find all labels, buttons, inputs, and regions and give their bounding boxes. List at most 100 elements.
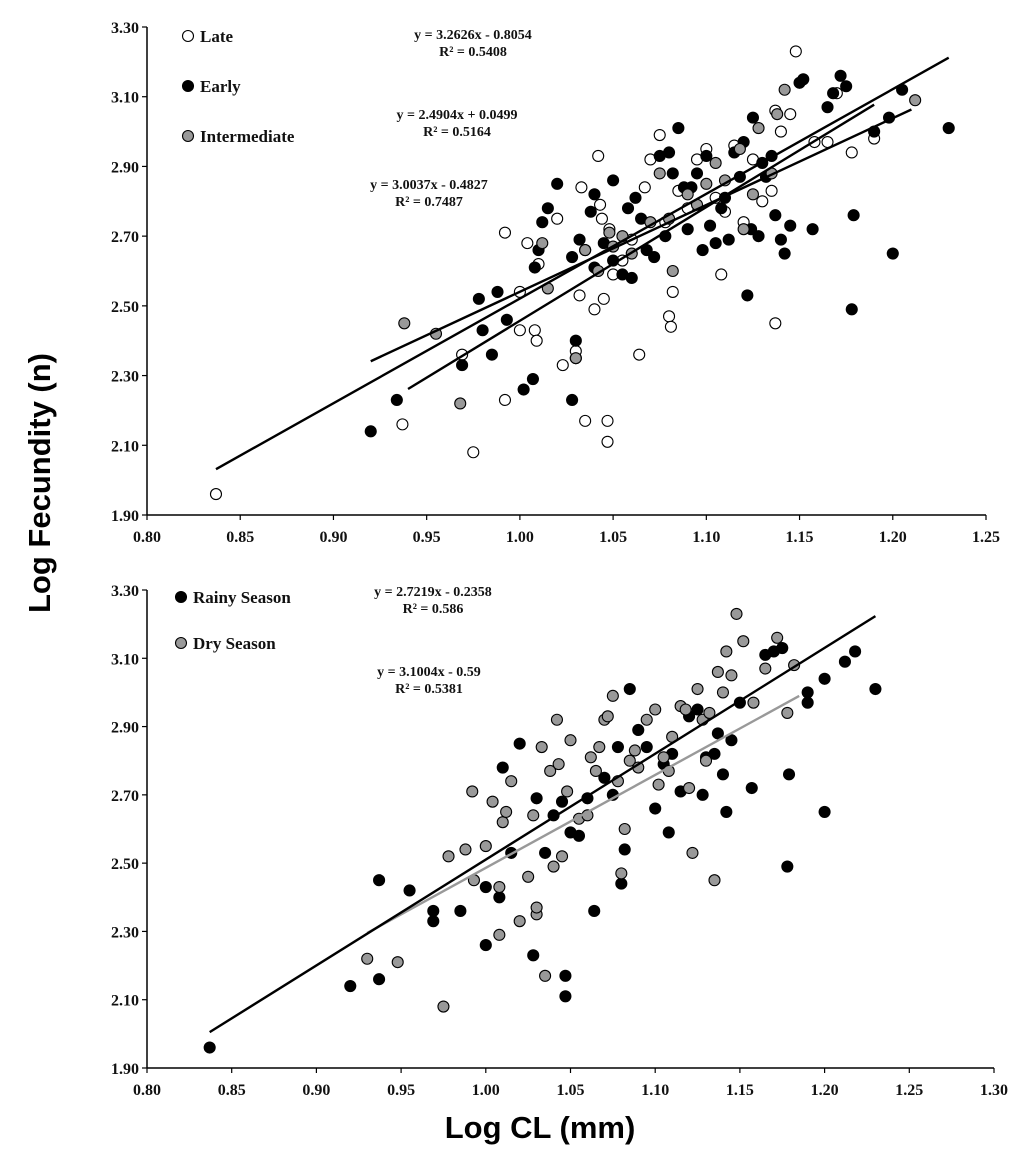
x-tick-label: 0.80	[133, 529, 161, 546]
data-point	[536, 216, 549, 229]
data-point	[784, 219, 797, 232]
x-tick-label: 1.05	[599, 529, 627, 546]
data-point	[498, 226, 512, 239]
data-point	[909, 94, 922, 107]
data-point	[797, 73, 810, 86]
data-point	[493, 928, 506, 941]
data-point	[683, 781, 696, 795]
data-point	[454, 397, 467, 410]
data-point	[664, 320, 677, 333]
data-point	[573, 233, 586, 246]
data-point	[493, 880, 506, 894]
data-point	[588, 904, 601, 917]
data-point	[774, 125, 787, 138]
data-point	[666, 167, 679, 180]
trendline-late	[407, 103, 875, 391]
data-point	[575, 181, 588, 194]
legend-marker	[181, 129, 195, 143]
data-point	[496, 761, 509, 774]
data-point	[818, 805, 831, 818]
x-tick-label: 1.00	[472, 1082, 500, 1099]
data-point	[539, 969, 552, 982]
data-point	[725, 669, 738, 682]
data-point	[555, 795, 569, 808]
x-tick-label: 1.25	[895, 1082, 923, 1099]
x-tick-label: 1.20	[879, 529, 907, 546]
data-point	[769, 317, 782, 330]
data-point	[653, 129, 666, 142]
trendline-equation: y = 3.2626x - 0.8054	[414, 28, 532, 43]
data-point	[530, 334, 543, 347]
data-point	[491, 285, 504, 298]
data-point	[771, 631, 784, 644]
data-point	[821, 101, 834, 114]
data-point	[628, 744, 641, 757]
data-point	[737, 223, 750, 236]
data-point	[618, 843, 631, 856]
legend-label: Dry Season	[193, 634, 276, 653]
data-point	[657, 751, 670, 764]
data-point	[544, 764, 557, 778]
data-point	[427, 915, 440, 928]
data-point	[653, 167, 666, 180]
data-point	[527, 809, 540, 822]
data-point	[686, 846, 699, 859]
data-point	[869, 682, 882, 696]
data-point	[623, 754, 636, 767]
data-point	[666, 285, 679, 298]
data-point	[769, 209, 782, 222]
data-point	[801, 686, 814, 699]
data-point	[720, 645, 733, 658]
data-point	[493, 891, 506, 904]
data-point	[774, 233, 787, 246]
data-point	[640, 713, 653, 726]
y-tick-label: 2.10	[111, 438, 139, 455]
data-point	[776, 641, 789, 655]
data-point	[722, 233, 735, 246]
data-point	[615, 867, 628, 880]
data-point	[588, 188, 601, 201]
legend-marker	[174, 590, 188, 604]
data-point	[649, 802, 662, 815]
y-tick-label: 2.50	[111, 856, 139, 873]
y-axis-title: Log Fecundity (n)	[22, 353, 57, 613]
data-point	[456, 359, 469, 372]
x-tick-label: 0.90	[302, 1082, 330, 1099]
data-point	[361, 952, 374, 965]
data-point	[789, 45, 802, 58]
data-point	[778, 247, 791, 260]
y-tick-label: 3.30	[111, 20, 139, 37]
data-point	[662, 826, 675, 839]
trendline-equation: y = 2.4904x + 0.0499	[397, 108, 518, 123]
data-point	[716, 768, 730, 781]
data-point	[396, 418, 409, 431]
data-point	[711, 665, 724, 678]
data-point	[566, 393, 579, 407]
data-point	[752, 122, 765, 135]
y-tick-label: 2.10	[111, 993, 139, 1010]
data-point	[466, 785, 479, 798]
data-point	[784, 108, 797, 121]
data-point	[623, 682, 636, 696]
data-point	[588, 303, 601, 316]
data-point	[479, 880, 492, 894]
y-tick-label: 3.10	[111, 651, 139, 668]
data-point	[607, 174, 620, 187]
chart-spawning-period: 1.90 2.10 2.30 2.50 2.70 2.90 3.10 3.30 0.80 0.85…	[111, 20, 1000, 546]
data-point	[528, 261, 541, 274]
x-tick-label: 1.15	[726, 1082, 754, 1099]
trendline-r2: R² = 0.5164	[423, 125, 491, 140]
data-point	[572, 829, 586, 842]
data-point	[746, 111, 759, 124]
data-point	[632, 723, 645, 737]
data-point	[847, 209, 860, 222]
data-point	[522, 870, 535, 883]
data-point	[390, 393, 403, 407]
data-point	[551, 177, 564, 190]
x-tick-label: 0.95	[413, 529, 441, 546]
data-point	[584, 751, 597, 764]
data-point	[633, 348, 646, 361]
x-tick-label: 0.85	[218, 1082, 246, 1099]
y-tick-label: 2.50	[111, 299, 139, 316]
data-point	[886, 247, 899, 260]
